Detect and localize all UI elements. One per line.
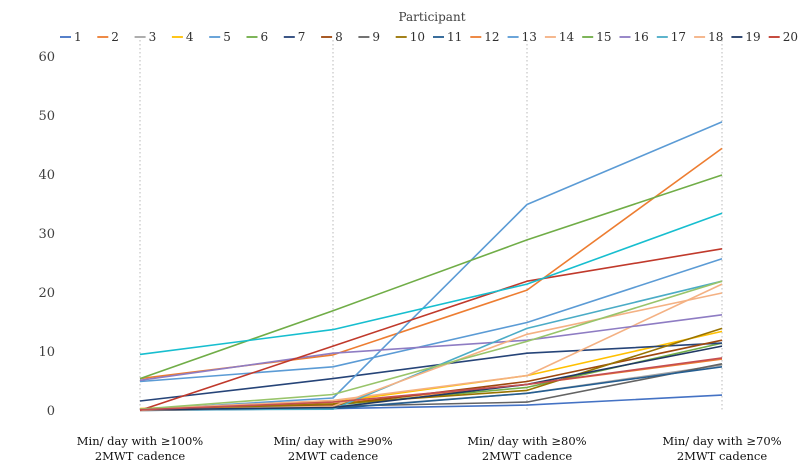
legend-label: 8 xyxy=(335,30,343,44)
legend-label: 9 xyxy=(372,30,380,44)
series-line xyxy=(139,283,723,410)
y-tick-label: 30 xyxy=(38,227,55,242)
x-category-label: Min/ day with ≥100% 2MWT cadence xyxy=(77,434,204,463)
y-tick-label: 0 xyxy=(47,404,55,419)
series-line xyxy=(139,314,723,382)
series-line xyxy=(139,327,723,411)
legend: Participant 1 2 3 4 5 6 7 8 9 10 11 12 13 14 15 16 17 18 1… xyxy=(60,10,798,44)
series-line xyxy=(139,345,723,411)
legend-label: 13 xyxy=(522,30,537,44)
legend-item: 4 xyxy=(171,30,194,44)
legend-item: 19 xyxy=(731,30,761,44)
x-category-label: Min/ day with ≥90% 2MWT cadence xyxy=(273,434,392,463)
legend-item: 20 xyxy=(768,30,798,44)
y-tick-label: 40 xyxy=(38,168,55,183)
series-line xyxy=(139,174,723,380)
legend-item: 15 xyxy=(582,30,611,44)
y-axis: 0 10 20 30 40 50 60 xyxy=(38,50,55,419)
legend-label: 7 xyxy=(298,30,306,44)
legend-item: 5 xyxy=(209,30,231,44)
legend-label: 12 xyxy=(484,30,499,44)
legend-label: 16 xyxy=(634,30,649,44)
legend-item: 13 xyxy=(507,30,537,44)
y-tick-label: 50 xyxy=(38,109,55,124)
y-tick-label: 20 xyxy=(38,286,55,301)
series-line xyxy=(139,357,723,411)
series-line xyxy=(139,258,723,383)
y-tick-label: 60 xyxy=(38,50,55,65)
legend-label: 19 xyxy=(745,30,760,44)
x-axis: Min/ day with ≥100% 2MWT cadence Min/ day … xyxy=(77,434,782,463)
legend-item: 6 xyxy=(246,30,269,44)
legend-item: 1 xyxy=(60,30,82,44)
legend-item: 3 xyxy=(134,30,157,44)
legend-title: Participant xyxy=(398,10,465,24)
legend-item: 12 xyxy=(470,30,500,44)
series-line xyxy=(139,280,723,410)
legend-item: 17 xyxy=(656,30,686,44)
legend-item: 10 xyxy=(395,30,425,44)
series-line xyxy=(139,280,723,411)
legend-item: 9 xyxy=(358,30,380,44)
gridlines xyxy=(139,40,723,411)
series-lines xyxy=(139,121,723,412)
legend-item: 16 xyxy=(619,30,649,44)
legend-label: 20 xyxy=(783,30,798,44)
x-category-label: Min/ day with ≥80% 2MWT cadence xyxy=(467,434,586,463)
series-line xyxy=(139,342,723,402)
legend-label: 11 xyxy=(447,30,462,44)
legend-label: 18 xyxy=(708,30,723,44)
y-tick-label: 10 xyxy=(38,345,55,360)
x-category-label: Min/ day with ≥70% 2MWT cadence xyxy=(662,434,781,463)
legend-label: 6 xyxy=(261,30,269,44)
legend-label: 15 xyxy=(596,30,611,44)
legend-label: 10 xyxy=(410,30,425,44)
legend-label: 3 xyxy=(149,30,157,44)
legend-items: 1 2 3 4 5 6 7 8 9 10 11 12 13 14 15 16 17 18 19 20 xyxy=(60,30,798,44)
series-line xyxy=(139,121,723,411)
legend-label: 5 xyxy=(223,30,231,44)
series-line xyxy=(139,358,723,410)
legend-label: 17 xyxy=(671,30,686,44)
legend-label: 4 xyxy=(186,30,194,44)
legend-item: 18 xyxy=(694,30,723,44)
legend-label: 1 xyxy=(74,30,82,44)
legend-item: 11 xyxy=(433,30,462,44)
legend-item: 8 xyxy=(321,30,343,44)
series-line xyxy=(139,248,723,412)
legend-item: 2 xyxy=(97,30,119,44)
series-line xyxy=(139,212,723,356)
legend-label: 2 xyxy=(111,30,119,44)
legend-item: 7 xyxy=(283,30,306,44)
legend-item: 14 xyxy=(544,30,575,44)
legend-label: 14 xyxy=(559,30,575,44)
